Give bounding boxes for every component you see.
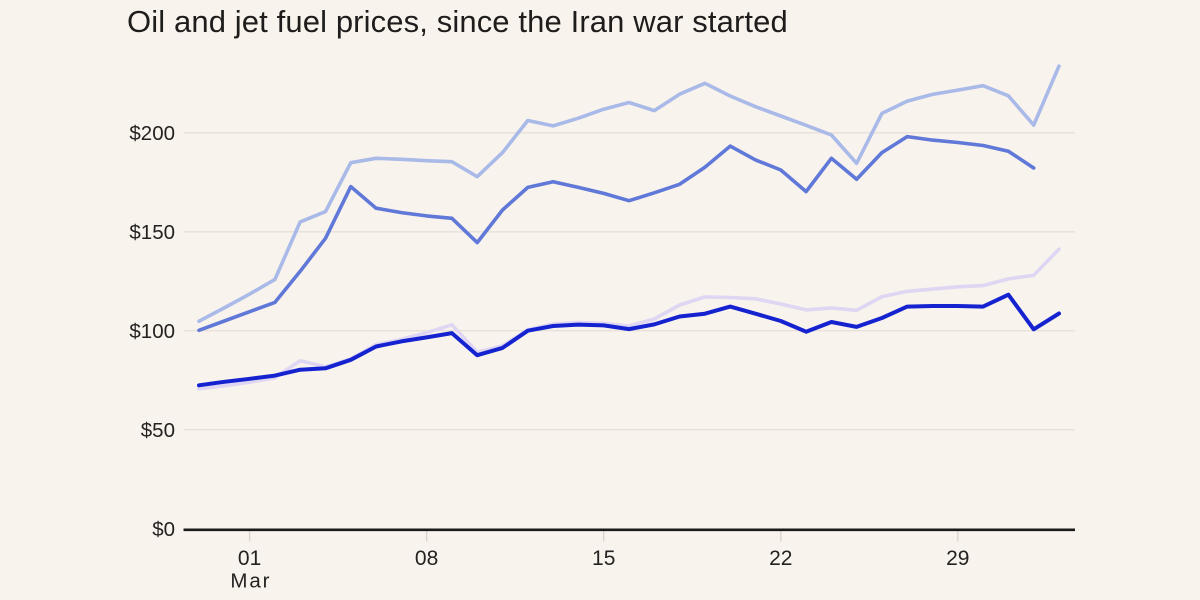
svg-text:$0: $0 xyxy=(152,518,175,541)
svg-text:15: 15 xyxy=(592,547,615,570)
svg-text:$50: $50 xyxy=(141,419,175,442)
svg-text:$200: $200 xyxy=(129,122,175,145)
svg-text:Mar: Mar xyxy=(230,570,271,593)
svg-text:$100: $100 xyxy=(129,320,175,343)
svg-text:$150: $150 xyxy=(129,221,175,244)
svg-text:08: 08 xyxy=(415,547,438,570)
svg-text:22: 22 xyxy=(769,547,792,570)
svg-text:29: 29 xyxy=(946,547,969,570)
svg-text:01: 01 xyxy=(238,547,261,570)
